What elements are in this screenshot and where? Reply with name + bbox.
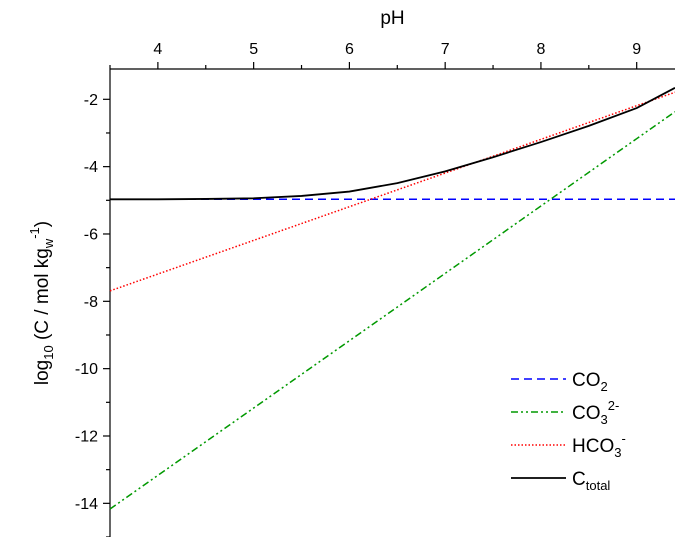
- legend-label-co32: CO32-: [572, 398, 619, 427]
- y-axis-title-prefix: log: [32, 360, 53, 385]
- y-axis-title-prefix-sub: 10: [41, 345, 56, 359]
- x-tick-label: 8: [536, 41, 545, 58]
- y-tick-label: -12: [75, 428, 98, 445]
- x-axis-ticks: 4 5 6 7 8 9: [109, 41, 641, 69]
- series-line-hco3: [109, 91, 675, 292]
- y-tick-label: -6: [84, 226, 98, 243]
- y-axis-title-unit-sub: w: [41, 238, 56, 249]
- x-tick-label: 5: [249, 41, 258, 58]
- y-axis-title-main: (C / mol kg: [32, 248, 53, 345]
- x-tick-label: 6: [345, 41, 354, 58]
- y-tick-label: -14: [75, 496, 98, 513]
- x-tick-label: 4: [153, 41, 162, 58]
- y-tick-label: -4: [84, 159, 98, 176]
- x-tick-label: 7: [441, 41, 450, 58]
- y-axis-ticks: -14 -12 -10 -8 -6 -4 -2: [75, 92, 110, 537]
- y-tick-label: -10: [75, 361, 98, 378]
- y-tick-label: -8: [84, 294, 98, 311]
- legend-label-hco3: HCO3-: [572, 431, 626, 460]
- series-line-ctotal: [110, 87, 675, 201]
- series-line-co32: [109, 111, 675, 510]
- plot-area: 4 5 6 7 8 9 -14 -12 -10 -8 -6 -4 -2: [75, 41, 675, 537]
- x-tick-label: 9: [632, 41, 641, 58]
- legend: CO2 CO32- HCO3- Ctotal: [511, 370, 626, 493]
- y-axis-title: log10 (C / mol kgw-1): [27, 221, 56, 385]
- y-tick-label: -2: [84, 92, 98, 109]
- y-axis-title-close: ): [32, 221, 53, 227]
- legend-label-co2: CO2: [572, 370, 608, 394]
- y-axis-title-unit-sup: -1: [27, 227, 42, 239]
- x-axis-title: pH: [380, 8, 404, 29]
- legend-label-ctotal: Ctotal: [572, 469, 610, 493]
- series-layer: [109, 87, 675, 510]
